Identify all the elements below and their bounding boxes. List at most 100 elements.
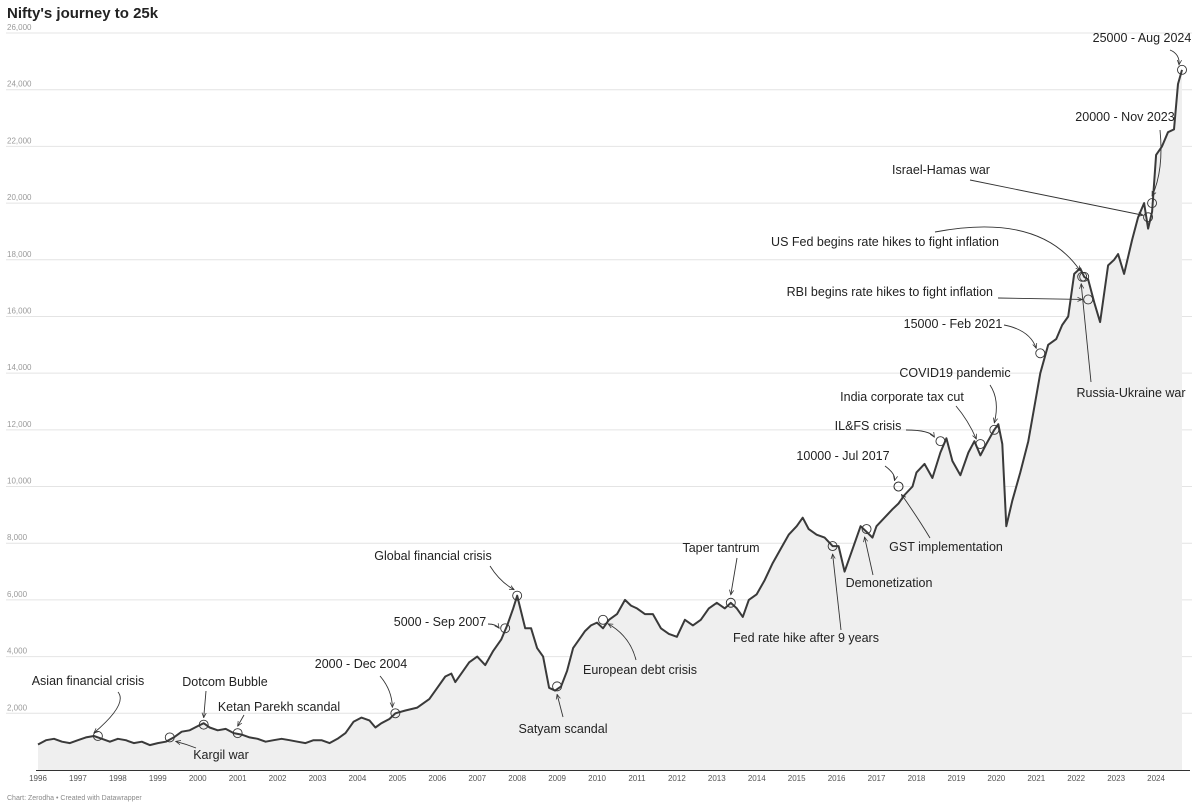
annotation-5: 5000 - Sep 2007 [394, 615, 511, 634]
annotation-arrow [1169, 49, 1179, 65]
annotation-19: US Fed begins rate hikes to fight inflat… [771, 226, 1090, 282]
x-tick-label: 2019 [948, 774, 966, 783]
annotation-21: Israel-Hamas war [892, 163, 1154, 223]
y-tick-label: 26,000 [7, 23, 32, 32]
annotation-label: 25000 - Aug 2024 [1093, 31, 1192, 45]
x-tick-label: 2001 [229, 774, 247, 783]
y-axis-ticks: 2,000 4,000 6,000 8,000 10,000 12,000 14,000 16… [7, 23, 32, 712]
annotation-arrow [969, 179, 1143, 215]
annotation-arrow [1003, 324, 1036, 348]
annotation-marker [827, 541, 838, 552]
annotation-marker [893, 481, 904, 492]
annotation-11: Demonetization [846, 524, 932, 590]
annotation-arrow [955, 405, 977, 439]
annotation-arrow [1081, 284, 1092, 383]
annotation-1: Dotcom Bubble [182, 675, 268, 730]
annotation-18: RBI begins rate hikes to fight inflation [787, 285, 1094, 305]
y-tick-label: 2,000 [7, 703, 28, 712]
chart-title: Nifty's journey to 25k [7, 5, 159, 22]
annotation-arrow [884, 465, 895, 481]
x-tick-label: 2018 [908, 774, 926, 783]
annotation-label: 2000 - Dec 2004 [315, 657, 407, 671]
annotation-marker [500, 623, 511, 634]
annotation-label: 10000 - Jul 2017 [796, 449, 889, 463]
annotation-23: 25000 - Aug 2024 [1093, 31, 1192, 75]
annotation-arrow [934, 226, 1080, 271]
x-tick-label: 2010 [588, 774, 606, 783]
annotation-arrow [176, 741, 197, 749]
annotation-arrow [204, 690, 206, 718]
x-tick-label: 2013 [708, 774, 726, 783]
x-tick-label: 2007 [468, 774, 486, 783]
x-tick-label: 2017 [868, 774, 886, 783]
annotation-label: IL&FS crisis [835, 419, 902, 433]
x-tick-label: 2002 [269, 774, 287, 783]
series-line [37, 69, 1183, 747]
annotation-arrow [94, 691, 121, 733]
annotation-marker [390, 708, 401, 719]
x-tick-label: 1997 [69, 774, 87, 783]
annotation-marker [598, 614, 608, 625]
series-area-fill [38, 69, 1182, 770]
annotations: Asian financial crisis Dotcom Bubble Ketan… [32, 31, 1192, 762]
annotation-20: Russia-Ukraine war [1076, 271, 1186, 400]
annotation-arrow [833, 554, 842, 631]
annotation-label: RBI begins rate hikes to fight inflation [787, 285, 993, 299]
y-tick-label: 6,000 [7, 590, 28, 599]
annotation-marker [935, 436, 946, 447]
annotation-marker [1083, 294, 1094, 305]
annotation-arrow [1151, 129, 1162, 196]
x-tick-label: 2000 [189, 774, 207, 783]
annotation-2: Ketan Parekh scandal [218, 700, 340, 739]
x-tick-label: 2011 [628, 774, 646, 783]
annotation-label: US Fed begins rate hikes to fight inflat… [771, 235, 999, 249]
series-area [37, 69, 1183, 770]
x-tick-label: 2008 [508, 774, 526, 783]
annotation-arrow [989, 384, 996, 423]
annotation-marker [861, 524, 872, 535]
annotation-8: European debt crisis [583, 614, 697, 677]
x-axis-ticks: 1996 1997 1998 1999 2000 2001 2002 2003 2004 2005… [29, 774, 1165, 783]
x-tick-label: 2022 [1067, 774, 1085, 783]
annotation-6: Global financial crisis [374, 549, 523, 601]
x-tick-label: 1999 [149, 774, 167, 783]
annotation-label: India corporate tax cut [840, 390, 964, 404]
annotation-3: Kargil war [164, 732, 249, 762]
annotation-marker [232, 728, 243, 739]
annotation-label: Fed rate hike after 9 years [733, 631, 879, 645]
annotation-arrow [731, 557, 738, 595]
annotation-arrow [489, 565, 514, 590]
annotation-label: Taper tantrum [682, 541, 759, 555]
y-tick-label: 8,000 [7, 533, 28, 542]
annotation-label: Israel-Hamas war [892, 163, 990, 177]
annotation-label: COVID19 pandemic [899, 366, 1010, 380]
annotation-7: Satyam scandal [519, 681, 608, 736]
annotation-label: GST implementation [889, 540, 1003, 554]
annotation-marker [1035, 348, 1046, 359]
x-tick-label: 2006 [428, 774, 446, 783]
y-tick-label: 22,000 [7, 136, 32, 145]
annotation-marker [1147, 198, 1158, 209]
annotation-arrow [379, 675, 392, 707]
annotation-10: Fed rate hike after 9 years [733, 541, 879, 645]
annotation-marker [1077, 271, 1088, 282]
annotation-label: Global financial crisis [374, 549, 491, 563]
x-tick-label: 1998 [109, 774, 127, 783]
y-tick-label: 18,000 [7, 250, 32, 259]
annotation-arrow [997, 298, 1082, 299]
annotation-label: 20000 - Nov 2023 [1075, 110, 1174, 124]
annotation-marker [1143, 212, 1154, 223]
x-tick-label: 2003 [309, 774, 327, 783]
annotation-label: 5000 - Sep 2007 [394, 615, 486, 629]
annotation-16: COVID19 pandemic [899, 366, 1011, 435]
annotation-label: Asian financial crisis [32, 674, 145, 688]
annotation-label: Satyam scandal [519, 722, 608, 736]
annotation-arrow [487, 624, 499, 628]
annotation-label: Kargil war [193, 748, 249, 762]
annotation-label: Ketan Parekh scandal [218, 700, 340, 714]
annotation-4: 2000 - Dec 2004 [315, 657, 407, 719]
chart-footer: Chart: Zerodha • Created with Datawrappe… [7, 795, 142, 802]
annotation-12: 10000 - Jul 2017 [796, 449, 904, 492]
annotation-9: Taper tantrum [682, 541, 760, 608]
annotation-0: Asian financial crisis [32, 674, 145, 741]
